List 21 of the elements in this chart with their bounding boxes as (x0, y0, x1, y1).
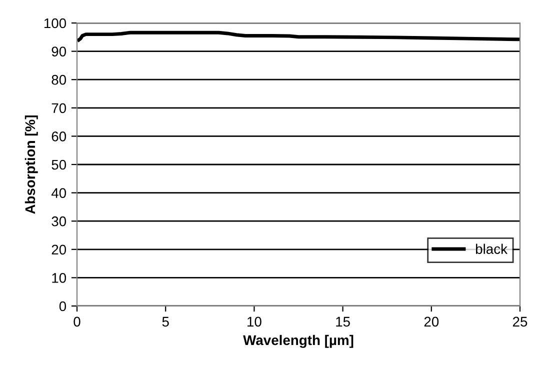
y-tick-label: 70 (52, 103, 66, 114)
y-tick-label: 60 (52, 132, 66, 142)
y-tick-label: 10 (52, 273, 66, 283)
x-tick-label: 15 (336, 316, 350, 327)
y-tick-label: 100 (44, 18, 66, 28)
y-tick-label: 30 (52, 216, 66, 226)
y-tick-label: 50 (52, 160, 66, 170)
x-tick-label: 10 (248, 316, 262, 327)
x-axis-title: Wavelength [µm] (243, 334, 354, 348)
legend-label: black (476, 244, 508, 254)
y-tick-label: 80 (52, 74, 66, 85)
y-tick-label: 0 (59, 301, 66, 312)
x-tick-label: 0 (74, 316, 80, 327)
y-axis-title: Absorption [%] (24, 116, 38, 214)
x-tick-label: 25 (512, 316, 528, 327)
y-tick-label: 40 (51, 188, 66, 198)
y-tick-label: 20 (52, 244, 66, 255)
y-tick-label: 90 (52, 46, 66, 56)
line-series (77, 30, 520, 42)
x-tick-label: 5 (162, 316, 169, 327)
x-tick-label: 20 (424, 316, 439, 327)
